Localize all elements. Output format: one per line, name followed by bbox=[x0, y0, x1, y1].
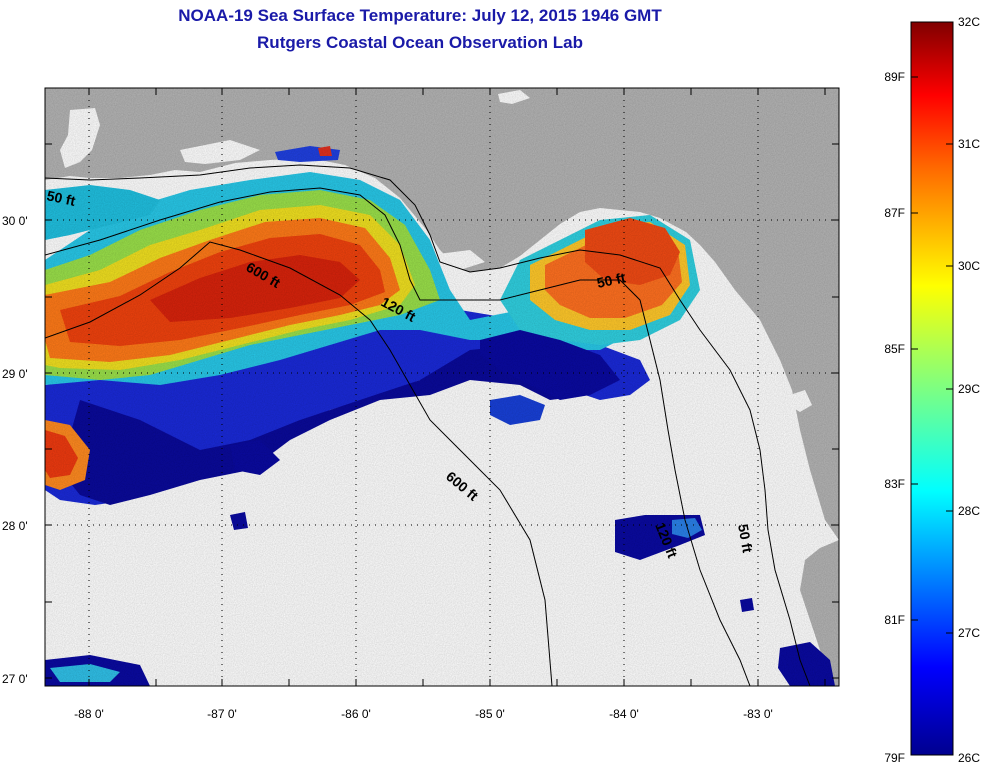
contour-50ft-west bbox=[45, 164, 811, 686]
cbar-label-87f: 87F bbox=[884, 206, 905, 220]
lon-label-83: -83 0' bbox=[743, 707, 773, 721]
axis-ticks bbox=[45, 88, 839, 686]
lat-label-28: 28 0' bbox=[2, 519, 28, 533]
lat-label-30: 30 0' bbox=[2, 214, 28, 228]
lon-label-86: -86 0' bbox=[341, 707, 371, 721]
lat-label-27: 27 0' bbox=[2, 672, 28, 686]
longitude-labels: -88 0' -87 0' -86 0' -85 0' -84 0' -83 0… bbox=[74, 707, 773, 721]
lon-label-88: -88 0' bbox=[74, 707, 104, 721]
latitude-labels: 30 0' 29 0' 28 0' 27 0' bbox=[2, 214, 28, 686]
cbar-label-89f: 89F bbox=[884, 70, 905, 84]
contour-label-50ft-east: 50 ft bbox=[595, 269, 627, 291]
lat-label-29: 29 0' bbox=[2, 367, 28, 381]
contour-120ft bbox=[45, 187, 751, 686]
cbar-label-28c: 28C bbox=[958, 504, 980, 518]
contour-label-50ft-west: 50 ft bbox=[45, 187, 77, 209]
map-title: NOAA-19 Sea Surface Temperature: July 12… bbox=[178, 6, 662, 25]
cbar-label-32c: 32C bbox=[958, 15, 980, 29]
lon-label-85: -85 0' bbox=[475, 707, 505, 721]
cbar-label-83f: 83F bbox=[884, 477, 905, 491]
cbar-label-79f: 79F bbox=[884, 751, 905, 765]
cbar-label-29c: 29C bbox=[958, 382, 980, 396]
cbar-label-81f: 81F bbox=[884, 613, 905, 627]
cbar-label-30c: 30C bbox=[958, 259, 980, 273]
lon-label-84: -84 0' bbox=[609, 707, 639, 721]
sst-data-field bbox=[45, 88, 839, 686]
color-bar: 32C 31C 30C 29C 28C 27C 26C 89F 87F 85F … bbox=[884, 15, 980, 765]
cbar-label-31c: 31C bbox=[958, 137, 980, 151]
contour-label-50ft-south: 50 ft bbox=[735, 523, 756, 554]
map-subtitle: Rutgers Coastal Ocean Observation Lab bbox=[257, 33, 583, 52]
lon-label-87: -87 0' bbox=[207, 707, 237, 721]
graticule bbox=[45, 88, 839, 686]
cbar-label-26c: 26C bbox=[958, 751, 980, 765]
cbar-label-85f: 85F bbox=[884, 342, 905, 356]
cbar-label-27c: 27C bbox=[958, 626, 980, 640]
contour-600ft bbox=[45, 241, 553, 686]
isobath-contours bbox=[45, 164, 811, 686]
